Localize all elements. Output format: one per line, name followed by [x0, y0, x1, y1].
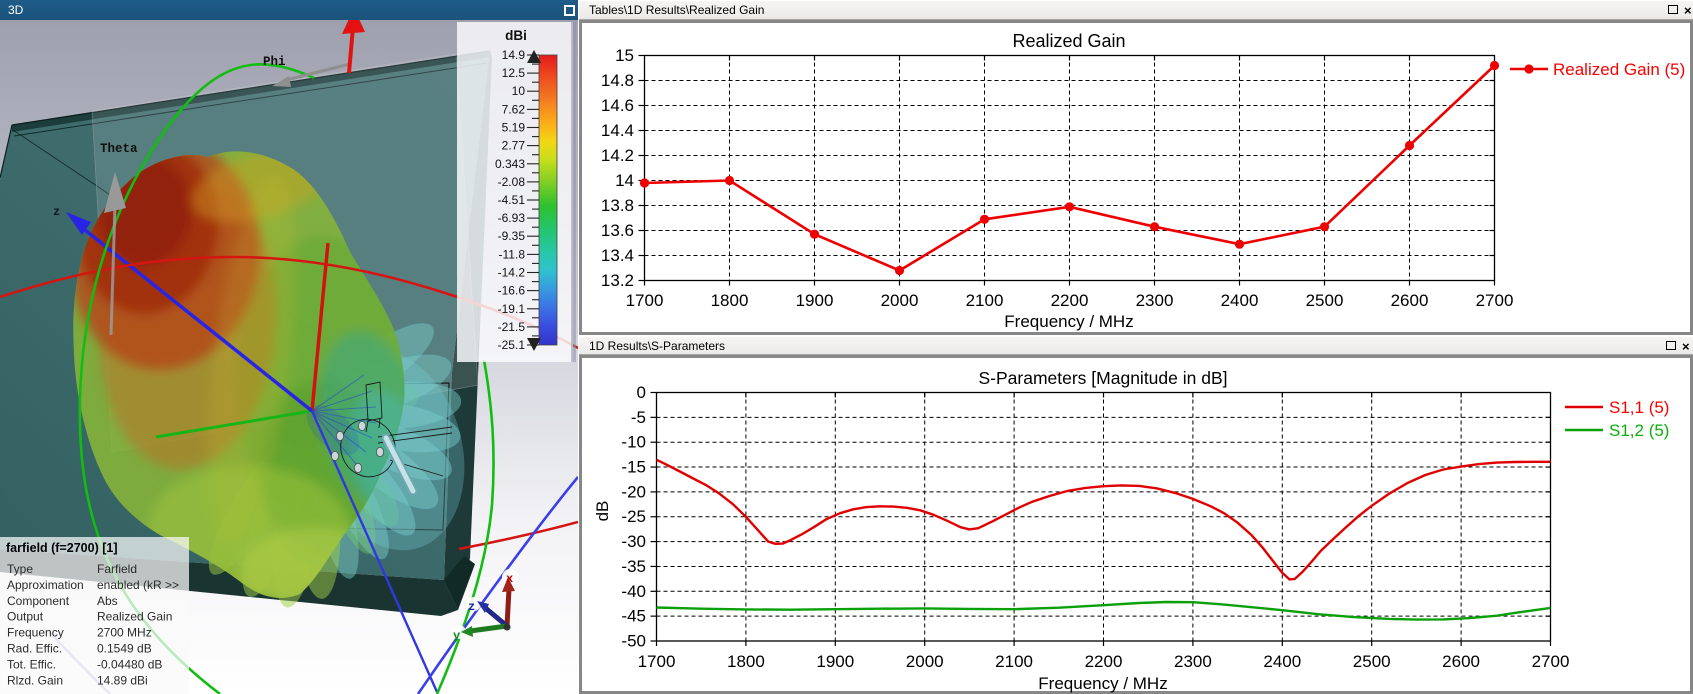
- svg-text:S-Parameters [Magnitude in dB]: S-Parameters [Magnitude in dB]: [978, 368, 1227, 388]
- svg-text:-11.8: -11.8: [499, 247, 526, 261]
- svg-text:2300: 2300: [1136, 291, 1174, 310]
- svg-text:15: 15: [615, 46, 634, 65]
- svg-text:Tot. Effic.: Tot. Effic.: [7, 657, 56, 671]
- svg-text:-40: -40: [621, 582, 646, 601]
- svg-text:2600: 2600: [1391, 291, 1429, 310]
- svg-text:2100: 2100: [966, 291, 1004, 310]
- svg-text:2000: 2000: [881, 291, 919, 310]
- svg-text:-30: -30: [621, 532, 646, 551]
- svg-text:1700: 1700: [638, 652, 676, 671]
- svg-text:dB: dB: [593, 501, 612, 522]
- svg-text:-6.93: -6.93: [498, 211, 526, 225]
- svg-text:Realized Gain: Realized Gain: [97, 610, 172, 624]
- svg-text:1800: 1800: [727, 652, 765, 671]
- svg-text:-9.35: -9.35: [498, 229, 526, 243]
- svg-text:2400: 2400: [1221, 291, 1259, 310]
- svg-text:S1,2 (5): S1,2 (5): [1609, 421, 1669, 440]
- svg-text:2400: 2400: [1263, 652, 1301, 671]
- svg-text:14.6: 14.6: [601, 96, 634, 115]
- svg-text:dBi: dBi: [505, 28, 527, 43]
- svg-text:14.8: 14.8: [601, 71, 634, 90]
- svg-text:-35: -35: [621, 557, 646, 576]
- svg-text:-25: -25: [621, 507, 646, 526]
- svg-text:Farfield: Farfield: [97, 562, 137, 576]
- svg-text:2000: 2000: [906, 652, 944, 671]
- svg-text:2200: 2200: [1085, 652, 1123, 671]
- svg-text:-45: -45: [621, 607, 646, 626]
- svg-text:-19.1: -19.1: [498, 302, 526, 316]
- svg-text:2500: 2500: [1306, 291, 1344, 310]
- svg-text:Phi: Phi: [263, 55, 286, 69]
- svg-text:7.62: 7.62: [502, 102, 526, 116]
- svg-text:-14.2: -14.2: [498, 266, 526, 280]
- svg-text:2600: 2600: [1442, 652, 1480, 671]
- svg-text:0.1549 dB: 0.1549 dB: [97, 642, 152, 656]
- svg-text:0: 0: [637, 383, 646, 402]
- svg-text:Approximation: Approximation: [7, 578, 84, 592]
- svg-text:S1,1 (5): S1,1 (5): [1609, 398, 1669, 417]
- svg-text:Rad. Effic.: Rad. Effic.: [7, 642, 62, 656]
- svg-text:1800: 1800: [711, 291, 749, 310]
- svg-text:1900: 1900: [816, 652, 854, 671]
- svg-text:Type: Type: [7, 562, 33, 576]
- svg-text:farfield (f=2700) [1]: farfield (f=2700) [1]: [6, 541, 118, 555]
- svg-text:13.8: 13.8: [601, 196, 634, 215]
- svg-text:13.4: 13.4: [601, 246, 634, 265]
- svg-text:y: y: [453, 629, 460, 643]
- svg-text:12.5: 12.5: [502, 66, 526, 80]
- svg-text:Component: Component: [7, 594, 70, 608]
- svg-text:Rlzd. Gain: Rlzd. Gain: [7, 673, 63, 687]
- svg-text:-21.5: -21.5: [498, 320, 526, 334]
- svg-text:-0.04480 dB: -0.04480 dB: [97, 657, 162, 671]
- svg-text:5.19: 5.19: [502, 121, 526, 135]
- svg-text:13.6: 13.6: [601, 221, 634, 240]
- svg-text:Theta: Theta: [100, 142, 138, 156]
- svg-text:-20: -20: [621, 482, 646, 501]
- svg-text:Frequency / MHz: Frequency / MHz: [1004, 312, 1133, 331]
- svg-text:14.2: 14.2: [601, 146, 634, 165]
- svg-text:-5: -5: [631, 408, 646, 427]
- svg-text:enabled (kR >>: enabled (kR >>: [97, 578, 179, 592]
- svg-text:Realized Gain: Realized Gain: [1012, 31, 1125, 51]
- svg-text:-16.6: -16.6: [498, 284, 526, 298]
- svg-text:Frequency: Frequency: [7, 626, 64, 640]
- svg-text:2200: 2200: [1051, 291, 1089, 310]
- svg-text:2100: 2100: [995, 652, 1033, 671]
- svg-text:14: 14: [615, 171, 634, 190]
- svg-text:14.89 dBi: 14.89 dBi: [97, 673, 148, 687]
- svg-text:2700: 2700: [1476, 291, 1514, 310]
- svg-text:z: z: [468, 600, 475, 614]
- svg-text:Output: Output: [7, 610, 44, 624]
- svg-text:2700: 2700: [1532, 652, 1570, 671]
- svg-text:2500: 2500: [1353, 652, 1391, 671]
- svg-text:13.2: 13.2: [601, 271, 634, 290]
- svg-text:1700: 1700: [626, 291, 664, 310]
- svg-text:0.343: 0.343: [495, 157, 525, 171]
- svg-text:-15: -15: [621, 458, 646, 477]
- svg-text:1900: 1900: [796, 291, 834, 310]
- svg-text:-10: -10: [621, 433, 646, 452]
- svg-text:z: z: [53, 205, 60, 219]
- svg-text:14.9: 14.9: [502, 48, 526, 62]
- svg-text:x: x: [506, 572, 513, 586]
- svg-text:14.4: 14.4: [601, 121, 634, 140]
- svg-text:-25.1: -25.1: [498, 338, 526, 352]
- svg-text:-2.08: -2.08: [498, 175, 526, 189]
- svg-text:Abs: Abs: [97, 594, 118, 608]
- svg-text:-50: -50: [621, 632, 646, 651]
- svg-text:Frequency / MHz: Frequency / MHz: [1038, 674, 1167, 693]
- svg-text:2.77: 2.77: [502, 139, 526, 153]
- svg-text:2300: 2300: [1174, 652, 1212, 671]
- svg-text:-4.51: -4.51: [498, 193, 526, 207]
- svg-text:Realized Gain (5): Realized Gain (5): [1553, 60, 1685, 79]
- svg-text:2700 MHz: 2700 MHz: [97, 626, 152, 640]
- svg-text:10: 10: [512, 84, 526, 98]
